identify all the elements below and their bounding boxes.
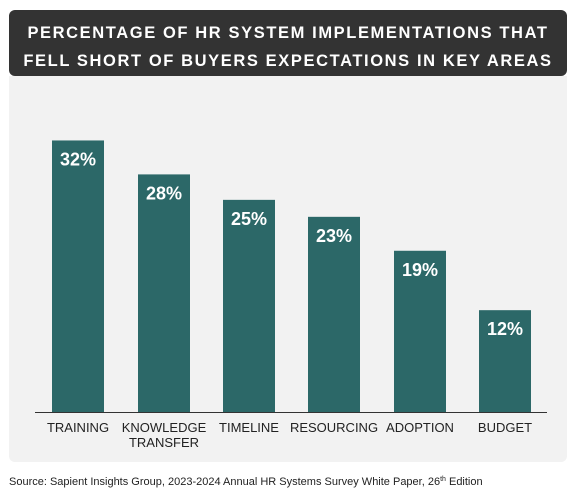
bar-1 <box>138 174 190 412</box>
chart-title-line-1: PERCENTAGE OF HR SYSTEM IMPLEMENTATIONS … <box>27 24 549 42</box>
source-text-tail: Edition <box>445 476 483 488</box>
chart-title-line-2: FELL SHORT OF BUYERS EXPECTATIONS IN KEY… <box>23 52 553 70</box>
category-label-5: BUDGET <box>478 420 532 435</box>
category-label-4: ADOPTION <box>386 420 454 435</box>
source-superscript: th <box>440 476 446 483</box>
category-label-1-line-0: KNOWLEDGE <box>122 420 207 435</box>
data-label-3: 23% <box>316 226 352 246</box>
title-banner: PERCENTAGE OF HR SYSTEM IMPLEMENTATIONS … <box>9 10 567 76</box>
bar-0 <box>52 140 104 412</box>
data-label-4: 19% <box>402 260 438 280</box>
data-label-0: 32% <box>60 149 96 169</box>
category-label-3: RESOURCING <box>290 420 378 435</box>
category-label-0: TRAINING <box>47 420 109 435</box>
bar-3 <box>308 216 360 412</box>
bar-5 <box>479 310 531 412</box>
category-label-2: TIMELINE <box>219 420 279 435</box>
category-label-1-line-1: TRANSFER <box>129 435 199 450</box>
source-note: Source: Sapient Insights Group, 2023-202… <box>9 476 483 488</box>
data-label-5: 12% <box>487 319 523 339</box>
data-label-2: 25% <box>231 209 267 229</box>
bar-2 <box>223 199 275 412</box>
data-label-1: 28% <box>146 183 182 203</box>
source-text: Source: Sapient Insights Group, 2023-202… <box>9 476 441 488</box>
bar-4 <box>394 250 446 412</box>
